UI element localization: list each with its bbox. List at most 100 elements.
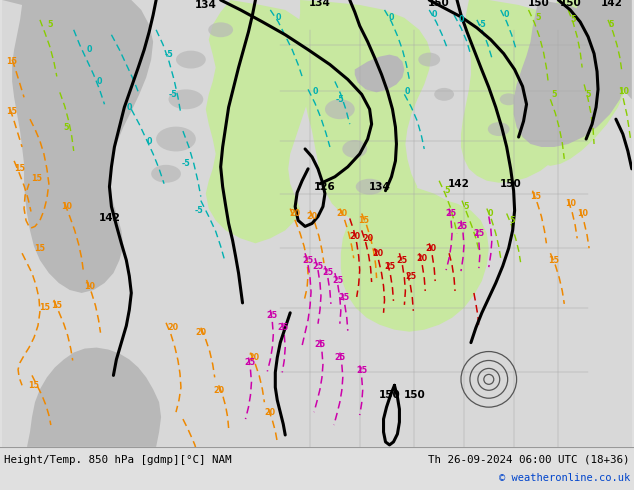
Text: 0: 0 [389, 13, 394, 23]
Text: Height/Temp. 850 hPa [gdmp][°C] NAM: Height/Temp. 850 hPa [gdmp][°C] NAM [4, 455, 231, 465]
Text: 20: 20 [349, 232, 360, 241]
Ellipse shape [342, 140, 367, 158]
Text: 20: 20 [249, 353, 260, 362]
Ellipse shape [356, 179, 384, 195]
Text: 15: 15 [29, 381, 39, 390]
Text: 0: 0 [431, 10, 437, 20]
Ellipse shape [176, 50, 206, 69]
Text: -5: -5 [195, 206, 204, 215]
Text: 5: 5 [608, 20, 614, 29]
Text: 25: 25 [356, 366, 367, 375]
Text: 15: 15 [6, 57, 18, 66]
Text: 134: 134 [368, 182, 391, 192]
Text: -5: -5 [335, 95, 344, 104]
Text: -5: -5 [181, 159, 190, 169]
Ellipse shape [488, 122, 510, 136]
Text: 134: 134 [195, 0, 217, 10]
Text: 20: 20 [167, 323, 179, 332]
Text: 25: 25 [267, 311, 278, 320]
Text: 25: 25 [278, 323, 289, 332]
Text: 20: 20 [425, 244, 437, 253]
Text: 0: 0 [488, 209, 493, 218]
Ellipse shape [500, 94, 517, 105]
Polygon shape [576, 0, 632, 99]
Text: -5: -5 [169, 90, 178, 99]
Text: 10: 10 [84, 281, 95, 291]
Ellipse shape [418, 52, 440, 67]
Polygon shape [514, 0, 628, 147]
Ellipse shape [208, 23, 233, 37]
Text: 20: 20 [362, 234, 373, 243]
Text: 5: 5 [463, 202, 469, 211]
Polygon shape [341, 189, 489, 332]
Text: 5: 5 [585, 90, 591, 99]
Text: 25: 25 [406, 271, 417, 281]
Text: 15: 15 [39, 303, 50, 312]
Text: 10: 10 [61, 202, 72, 211]
Text: 10: 10 [618, 87, 630, 96]
Text: 15: 15 [6, 107, 18, 116]
Text: 10: 10 [578, 209, 588, 218]
Text: 20: 20 [372, 249, 383, 258]
Text: 0: 0 [146, 137, 152, 146]
Text: 25: 25 [322, 268, 333, 276]
Text: 126: 126 [314, 182, 336, 192]
Polygon shape [531, 0, 630, 166]
Text: 0: 0 [404, 87, 410, 96]
Text: -5: -5 [477, 20, 486, 29]
Text: 25: 25 [339, 294, 349, 302]
Text: © weatheronline.co.uk: © weatheronline.co.uk [499, 473, 630, 483]
Text: 15: 15 [530, 192, 541, 201]
Text: 142: 142 [448, 179, 470, 189]
Text: 20: 20 [213, 386, 224, 395]
Polygon shape [2, 347, 161, 447]
Polygon shape [461, 0, 594, 183]
Text: 5: 5 [571, 15, 576, 24]
Text: 20: 20 [306, 212, 318, 221]
Text: 20: 20 [265, 408, 276, 416]
Text: 15: 15 [358, 216, 369, 225]
Text: 5: 5 [63, 122, 68, 132]
Polygon shape [206, 0, 318, 244]
Text: 0: 0 [276, 13, 281, 23]
Text: Th 26-09-2024 06:00 UTC (18+36): Th 26-09-2024 06:00 UTC (18+36) [429, 455, 630, 465]
Text: 15: 15 [32, 174, 42, 183]
Text: 0: 0 [97, 77, 102, 86]
Text: 150: 150 [527, 0, 549, 8]
Text: 15: 15 [548, 256, 559, 265]
Text: 142: 142 [601, 0, 623, 8]
Text: 25: 25 [313, 262, 323, 270]
Text: 25: 25 [384, 262, 395, 270]
Ellipse shape [156, 126, 196, 151]
Text: 15: 15 [51, 301, 62, 310]
Text: 5: 5 [47, 20, 53, 29]
Text: 25: 25 [302, 256, 314, 265]
Text: 150: 150 [559, 0, 581, 8]
Text: 15: 15 [15, 164, 25, 173]
Text: 0: 0 [504, 10, 510, 20]
Text: 150: 150 [500, 179, 522, 189]
Text: 5: 5 [509, 216, 514, 225]
Ellipse shape [434, 88, 454, 101]
Text: 25: 25 [456, 222, 467, 231]
Text: 5: 5 [444, 186, 450, 195]
Text: 25: 25 [314, 340, 325, 349]
Text: 142: 142 [98, 214, 120, 223]
Text: 150: 150 [403, 390, 425, 400]
Text: 150: 150 [429, 0, 450, 8]
Text: 25: 25 [244, 358, 255, 367]
Text: 150: 150 [378, 390, 400, 400]
Polygon shape [355, 54, 404, 92]
Polygon shape [365, 179, 467, 280]
Text: 20: 20 [417, 254, 428, 263]
Text: 15: 15 [34, 244, 46, 253]
Text: 25: 25 [332, 275, 344, 285]
Text: 5: 5 [552, 90, 557, 99]
Ellipse shape [151, 165, 181, 183]
Text: 25: 25 [397, 256, 408, 265]
Text: 10: 10 [565, 199, 576, 208]
Text: 20: 20 [195, 328, 207, 337]
Ellipse shape [169, 89, 204, 109]
Text: 134: 134 [309, 0, 331, 8]
Text: 5: 5 [536, 13, 541, 23]
